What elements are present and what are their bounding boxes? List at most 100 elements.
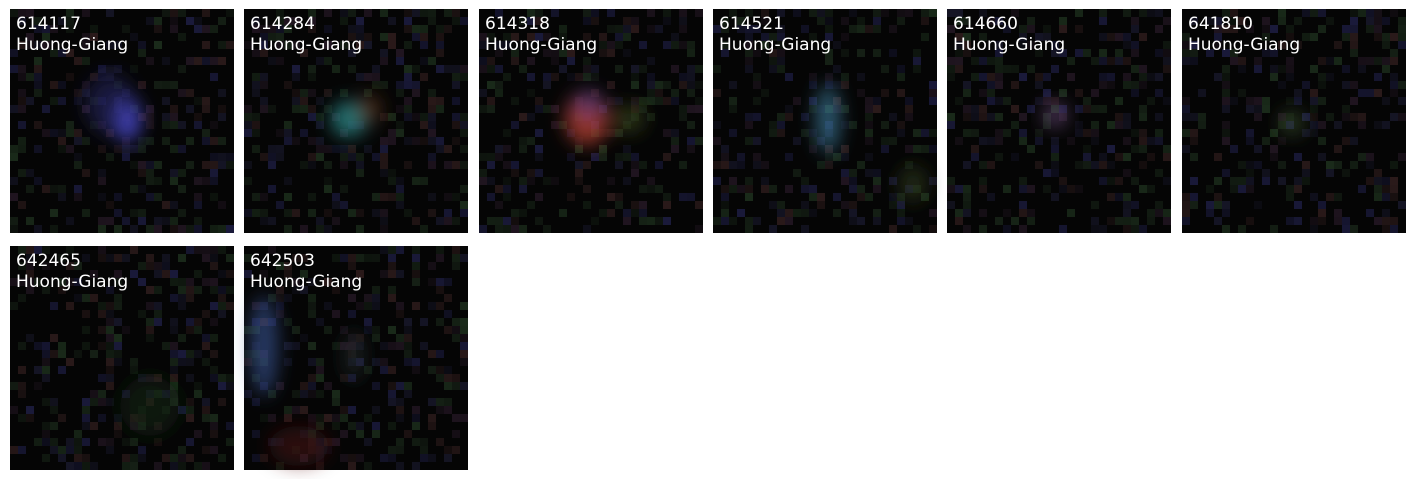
noise-pixel [210, 169, 218, 177]
noise-pixel [114, 414, 122, 422]
noise-pixel [412, 177, 420, 185]
noise-pixel [218, 294, 226, 302]
noise-pixel [66, 121, 74, 129]
noise-pixel [487, 177, 495, 185]
noise-pixel [1190, 201, 1198, 209]
noise-pixel [276, 302, 284, 310]
noise-pixel [841, 169, 849, 177]
noise-pixel [356, 270, 364, 278]
noise-pixel [412, 9, 420, 17]
noise-pixel [316, 97, 324, 105]
noise-pixel [284, 177, 292, 185]
noise-pixel [1155, 73, 1163, 81]
noise-pixel [809, 97, 817, 105]
noise-pixel [639, 65, 647, 73]
noise-pixel [202, 310, 210, 318]
noise-pixel [276, 262, 284, 270]
noise-pixel [995, 137, 1003, 145]
noise-pixel [452, 430, 460, 438]
noise-pixel [897, 65, 905, 73]
noise-pixel [210, 153, 218, 161]
noise-pixel [995, 129, 1003, 137]
noise-pixel [436, 438, 444, 446]
noise-pixel [380, 161, 388, 169]
noise-pixel [647, 57, 655, 65]
noise-pixel [1390, 185, 1398, 193]
noise-pixel [1318, 209, 1326, 217]
noise-pixel [1131, 217, 1139, 225]
noise-pixel [82, 41, 90, 49]
noise-pixel [332, 193, 340, 201]
noise-pixel [436, 33, 444, 41]
noise-pixel [154, 262, 162, 270]
noise-pixel [1131, 201, 1139, 209]
noise-pixel [178, 225, 186, 233]
noise-pixel [58, 97, 66, 105]
noise-pixel [1075, 9, 1083, 17]
noise-pixel [210, 374, 218, 382]
noise-pixel [428, 278, 436, 286]
noise-pixel [1326, 161, 1334, 169]
noise-pixel [1246, 217, 1254, 225]
noise-pixel [210, 430, 218, 438]
noise-pixel [356, 73, 364, 81]
noise-pixel [1350, 81, 1358, 89]
noise-pixel [1398, 113, 1406, 121]
noise-pixel [138, 446, 146, 454]
noise-pixel [194, 25, 202, 33]
noise-pixel [460, 414, 468, 422]
noise-pixel [300, 105, 308, 113]
noise-pixel [428, 113, 436, 121]
noise-pixel [82, 326, 90, 334]
noise-pixel [202, 57, 210, 65]
noise-pixel [260, 49, 268, 57]
noise-pixel [210, 25, 218, 33]
noise-pixel [729, 9, 737, 17]
noise-pixel [186, 414, 194, 422]
noise-pixel [1294, 89, 1302, 97]
noise-pixel [202, 105, 210, 113]
noise-pixel [178, 358, 186, 366]
noise-pixel [1107, 177, 1115, 185]
noise-pixel [452, 446, 460, 454]
noise-pixel [372, 382, 380, 390]
noise-pixel [244, 358, 252, 366]
noise-pixel [809, 209, 817, 217]
noise-pixel [1374, 217, 1382, 225]
noise-pixel [1254, 57, 1262, 65]
noise-pixel [444, 294, 452, 302]
noise-pixel [567, 153, 575, 161]
noise-pixel [436, 350, 444, 358]
noise-pixel [348, 406, 356, 414]
noise-pixel [170, 358, 178, 366]
noise-pixel [380, 137, 388, 145]
noise-pixel [1214, 177, 1222, 185]
noise-pixel [194, 225, 202, 233]
noise-pixel [66, 462, 74, 470]
noise-pixel [615, 193, 623, 201]
noise-pixel [252, 209, 260, 217]
noise-pixel [34, 25, 42, 33]
noise-pixel [34, 41, 42, 49]
noise-pixel [655, 25, 663, 33]
noise-pixel [1011, 105, 1019, 113]
noise-pixel [1019, 185, 1027, 193]
noise-pixel [436, 374, 444, 382]
noise-pixel [987, 193, 995, 201]
noise-pixel [1270, 145, 1278, 153]
noise-pixel [300, 334, 308, 342]
noise-pixel [308, 161, 316, 169]
noise-pixel [356, 225, 364, 233]
noise-pixel [202, 278, 210, 286]
noise-pixel [769, 129, 777, 137]
noise-pixel [74, 294, 82, 302]
noise-pixel [753, 73, 761, 81]
noise-pixel [647, 81, 655, 89]
noise-pixel [98, 225, 106, 233]
noise-pixel [420, 177, 428, 185]
noise-pixel [1091, 225, 1099, 233]
noise-pixel [252, 113, 260, 121]
noise-pixel [412, 406, 420, 414]
noise-pixel [809, 105, 817, 113]
